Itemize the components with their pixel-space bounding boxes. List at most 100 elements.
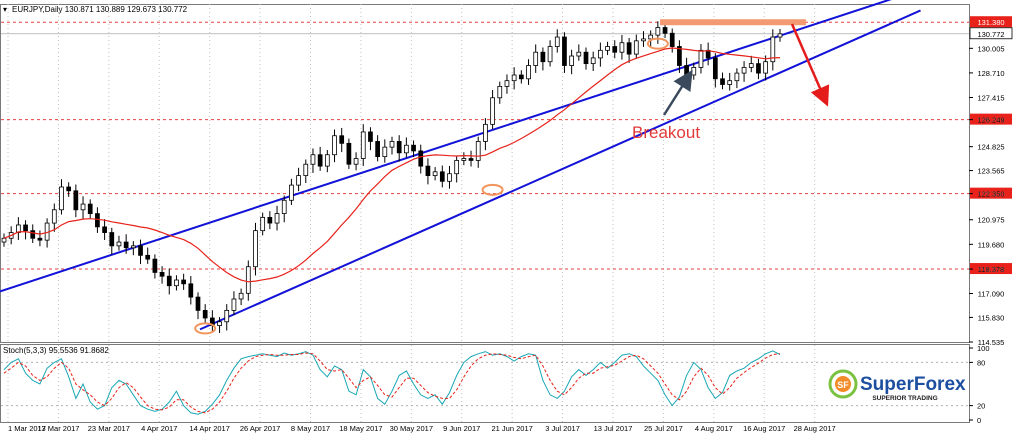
candle-body [245, 266, 251, 294]
price-tick-label: 127.415 [977, 93, 1004, 102]
logo-mark: SF [837, 380, 849, 390]
candle-body [411, 144, 416, 152]
candle-body [669, 32, 675, 47]
symbol-header: EURJPY,Daily 130.871 130.889 129.673 130… [12, 5, 188, 14]
candle-body [37, 237, 43, 241]
level-lines: 131.380 126.249 122.350 118.378 130.772 [1, 16, 1013, 275]
ma-line [3, 47, 781, 283]
candle-body [655, 27, 661, 36]
candle-body [159, 272, 165, 277]
level-price-label: 126.249 [977, 116, 1004, 125]
candle-body [712, 57, 718, 80]
candle-body [260, 216, 266, 232]
candle-body [583, 51, 589, 65]
candle-body [475, 141, 481, 161]
candle-body [30, 230, 36, 239]
time-tick-label: 4 Aug 2017 [695, 424, 733, 433]
stoch-tick-label: 80 [977, 358, 985, 367]
price-tick-label: 114.535 [978, 338, 1005, 347]
candle-body [454, 160, 460, 175]
candle-body [648, 34, 654, 40]
price-axis: 130.005 128.710 127.415 126.249 124.825 123.5… [969, 44, 1005, 347]
candle-body [626, 42, 632, 55]
candle-body [590, 57, 596, 65]
main-plot-frame [0, 4, 970, 343]
candle-body [253, 230, 258, 268]
time-tick-label: 3 Jul 2017 [545, 424, 580, 433]
candle-body [619, 42, 625, 53]
logo-name: SuperForex [860, 374, 966, 395]
candle-body [727, 80, 733, 85]
candle-body [217, 321, 222, 326]
candle-body [224, 309, 230, 323]
price-tick-label: 123.565 [977, 167, 1004, 176]
candle-body [720, 78, 725, 85]
candle-body [569, 55, 574, 66]
candle-body [518, 74, 524, 80]
level-price-box [970, 16, 1012, 28]
time-tick-label: 26 Apr 2017 [240, 424, 280, 433]
candle-body [267, 216, 273, 224]
time-tick-label: 14 Apr 2017 [189, 424, 229, 433]
candle-body [138, 245, 143, 256]
candle-body [533, 51, 539, 66]
candle-body [289, 184, 294, 201]
candle-body [375, 141, 380, 158]
superforex-logo: SF SuperForex SUPERIOR TRADING [828, 369, 966, 402]
candle-body [504, 80, 510, 87]
candle-body [633, 40, 639, 55]
time-tick-label: 13 Mar 2017 [37, 424, 79, 433]
grid-layer [1, 4, 969, 422]
time-tick-label: 9 Jun 2017 [443, 424, 480, 433]
candle-body [59, 186, 64, 211]
candle-body [396, 141, 402, 154]
candle-body [763, 61, 768, 74]
candle-body [439, 171, 445, 182]
candle-body [641, 38, 646, 42]
level-price-box [970, 187, 1012, 199]
price-tick-label: 119.680 [978, 240, 1005, 249]
resistance-zone [660, 19, 806, 26]
candle-body [605, 46, 610, 51]
chart-header-icon: ▾ [3, 5, 7, 14]
candle-body [123, 241, 129, 249]
candle-body [777, 33, 783, 38]
time-tick-label: 18 May 2017 [339, 424, 382, 433]
candle-body [490, 97, 495, 125]
candle-body [188, 283, 194, 298]
candle-body [662, 27, 668, 34]
breakout-arrow [662, 69, 693, 116]
candle-body [310, 154, 316, 165]
stoch-main-line [3, 350, 781, 415]
level-price-label: 131.380 [977, 18, 1004, 27]
level-price-box [970, 263, 1012, 275]
trend-channel [0, 0, 921, 331]
projection-arrow [790, 23, 830, 107]
stoch-plot-frame [0, 344, 970, 423]
candle-body [1, 237, 7, 243]
candle-body [562, 36, 567, 66]
candle-body [468, 158, 474, 161]
stochastic-lines [3, 350, 781, 415]
candle-body [461, 158, 467, 161]
candle-body [612, 46, 618, 53]
candle-body [66, 186, 72, 192]
candle-body [195, 296, 201, 311]
price-tick-label: 122.350 [977, 190, 1004, 199]
candle-body [547, 46, 553, 63]
breakout-label: Breakout [632, 123, 700, 142]
price-tick-label: 115.830 [978, 313, 1005, 322]
channel-lower-line [199, 9, 921, 331]
time-tick-label: 16 Aug 2017 [743, 424, 785, 433]
logo-tagline: SUPERIOR TRADING [872, 395, 937, 402]
candle-body [274, 213, 280, 224]
moving-average [3, 47, 781, 283]
time-tick-label: 21 Jun 2017 [492, 424, 533, 433]
price-tick-label: 118.378 [978, 265, 1005, 274]
candle-body [691, 67, 697, 76]
candle-body [368, 131, 373, 142]
candle-body [698, 49, 704, 68]
candlesticks [1, 19, 783, 333]
stoch-tick-label: 100 [977, 344, 990, 353]
